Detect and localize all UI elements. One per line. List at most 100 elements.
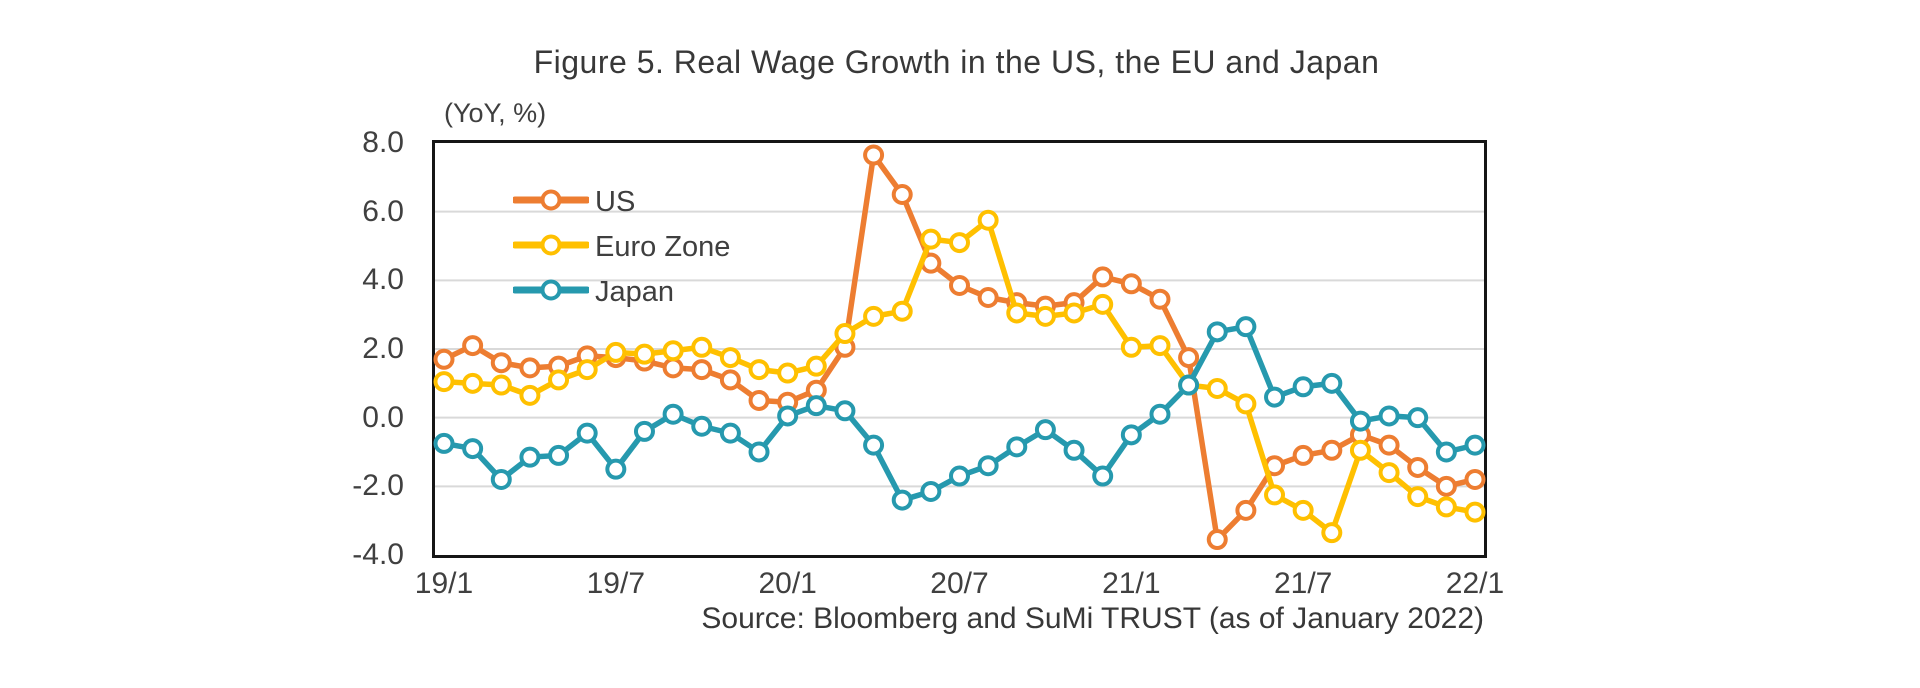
data-point-euro-zone-20/4 [863, 305, 885, 327]
y-tick-4.0: 4.0 [362, 263, 404, 297]
data-point-euro-zone-21/11 [1407, 486, 1429, 508]
x-tick-21/7: 21/7 [1273, 567, 1333, 600]
data-point-us-20/7 [949, 274, 970, 296]
x-tick-19/1: 19/1 [414, 567, 474, 600]
data-point-euro-zone-21/6 [1264, 484, 1286, 506]
legend-item-eurozone: Euro Zone [511, 225, 731, 270]
legend-swatch-us [511, 187, 591, 218]
data-point-euro-zone-19/10 [691, 336, 713, 358]
data-point-japan-21/5 [1235, 316, 1257, 338]
data-point-japan-20/3 [834, 400, 856, 422]
data-point-japan-20/6 [920, 480, 942, 502]
data-point-euro-zone-21/5 [1235, 393, 1257, 415]
data-point-euro-zone-20/12 [1092, 293, 1114, 315]
data-point-euro-zone-19/8 [633, 343, 655, 365]
data-point-us-19/1 [433, 348, 455, 370]
data-point-us-21/2 [1149, 288, 1171, 310]
data-point-japan-21/6 [1264, 386, 1286, 408]
legend-line-marker-icon [511, 279, 591, 301]
data-point-japan-21/7 [1292, 376, 1314, 398]
data-point-euro-zone-20/8 [977, 209, 999, 231]
legend-line-marker-icon [511, 189, 591, 211]
data-point-japan-20/12 [1092, 465, 1114, 487]
x-tick-19/7: 19/7 [586, 567, 646, 600]
data-point-japan-19/10 [691, 415, 713, 437]
data-point-us-20/4 [863, 144, 885, 166]
data-point-euro-zone-21/1 [1120, 336, 1142, 358]
data-point-us-21/3 [1178, 347, 1200, 369]
data-point-japan-21/11 [1407, 407, 1429, 429]
data-point-euro-zone-19/11 [719, 347, 741, 369]
data-point-japan-21/3 [1178, 374, 1200, 396]
data-point-euro-zone-20/11 [1063, 302, 1085, 324]
legend-label-eurozone: Euro Zone [595, 231, 731, 263]
data-point-japan-19/3 [490, 468, 512, 490]
data-point-euro-zone-21/4 [1206, 377, 1228, 399]
y-tick--2.0: -2.0 [352, 469, 404, 503]
data-point-japan-19/5 [548, 444, 570, 466]
data-point-us-20/12 [1092, 266, 1114, 288]
legend-swatch-eurozone [511, 232, 591, 263]
data-point-us-19/4 [519, 357, 541, 379]
data-point-us-21/1 [1120, 273, 1142, 295]
y-tick-0.0: 0.0 [362, 400, 404, 434]
source-credit: Source: Bloomberg and SuMi TRUST (as of … [701, 602, 1484, 635]
data-point-japan-20/9 [1006, 436, 1028, 458]
data-point-japan-19/6 [576, 422, 598, 444]
data-point-us-20/8 [977, 287, 999, 308]
data-point-euro-zone-21/9 [1349, 439, 1371, 461]
data-point-euro-zone-19/6 [576, 359, 598, 381]
data-point-euro-zone-19/5 [548, 369, 570, 391]
data-point-japan-21/8 [1321, 372, 1343, 394]
data-point-japan-19/9 [662, 403, 684, 425]
data-point-euro-zone-19/7 [605, 341, 627, 363]
chart-title: Figure 5. Real Wage Growth in the US, th… [533, 44, 1380, 80]
plot-area [432, 140, 1487, 558]
y-tick-8.0: 8.0 [362, 126, 404, 159]
data-point-japan-21/10 [1378, 405, 1400, 427]
data-point-euro-zone-21/2 [1149, 335, 1171, 357]
data-point-japan-20/10 [1034, 419, 1056, 441]
y-tick--4.0: -4.0 [352, 538, 404, 571]
x-tick-21/1: 21/1 [1102, 567, 1161, 600]
data-point-euro-zone-20/1 [777, 362, 799, 384]
data-point-euro-zone-20/9 [1006, 302, 1028, 324]
data-point-us-19/12 [748, 390, 770, 411]
data-point-us-21/5 [1235, 499, 1257, 521]
data-point-japan-21/1 [1120, 424, 1142, 446]
data-point-japan-20/2 [805, 395, 827, 417]
y-axis-unit-note: (YoY, %) [444, 98, 547, 128]
data-point-euro-zone-21/8 [1321, 522, 1343, 544]
data-point-euro-zone-19/1 [433, 371, 455, 393]
data-point-euro-zone-21/12 [1435, 496, 1457, 518]
data-point-us-20/5 [891, 184, 913, 205]
data-point-japan-20/11 [1063, 439, 1085, 461]
data-point-japan-21/4 [1206, 321, 1228, 343]
data-point-japan-22/1 [1464, 434, 1486, 456]
data-point-japan-21/9 [1349, 410, 1371, 432]
data-point-japan-19/7 [605, 458, 627, 480]
data-point-japan-20/1 [777, 405, 799, 427]
data-point-us-21/7 [1292, 444, 1314, 466]
data-point-japan-19/11 [719, 422, 741, 444]
data-point-japan-19/2 [462, 438, 484, 460]
data-point-us-19/3 [490, 352, 512, 374]
data-point-japan-21/2 [1149, 403, 1171, 425]
data-point-euro-zone-19/3 [490, 374, 512, 396]
data-point-euro-zone-19/2 [462, 372, 484, 394]
data-point-japan-19/4 [519, 446, 541, 468]
data-point-euro-zone-20/10 [1034, 305, 1056, 327]
data-point-euro-zone-20/6 [920, 228, 942, 250]
data-point-euro-zone-20/2 [805, 355, 827, 377]
data-point-us-21/4 [1206, 529, 1228, 551]
legend: US Euro Zone Japan [511, 180, 731, 315]
x-tick-22/1: 22/1 [1445, 567, 1505, 600]
data-point-euro-zone-21/7 [1292, 499, 1314, 521]
data-point-us-21/8 [1321, 439, 1343, 461]
chart-plot-svg [433, 144, 1486, 551]
legend-label-us: US [595, 186, 636, 218]
legend-item-japan: Japan [511, 270, 730, 315]
data-point-euro-zone-22/1 [1464, 501, 1486, 523]
data-point-japan-19/8 [633, 420, 655, 442]
